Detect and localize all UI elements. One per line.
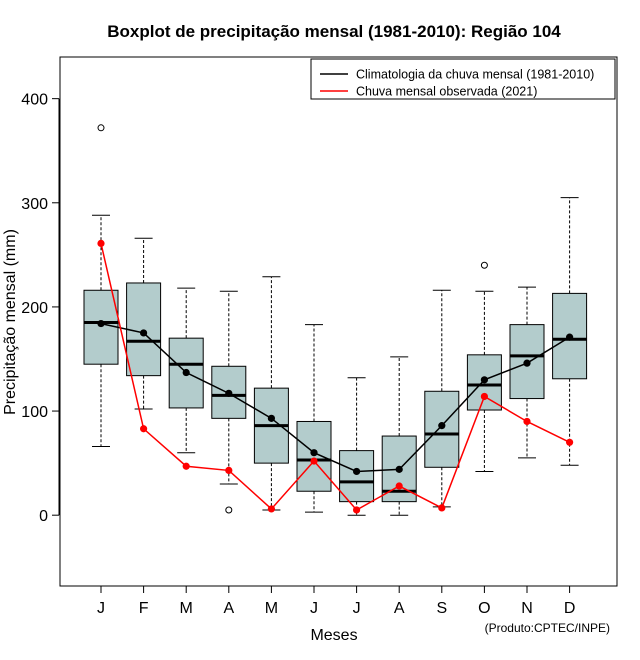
box-iqr xyxy=(552,292,588,380)
box-11 xyxy=(509,286,545,459)
observed-point xyxy=(182,462,190,470)
climatology-line xyxy=(100,322,570,473)
box-2 xyxy=(126,237,162,410)
x-tick-label: M xyxy=(265,600,278,617)
boxes-group xyxy=(83,124,588,516)
outlier-point xyxy=(97,124,105,132)
climatology-point xyxy=(140,329,148,337)
climatology-point xyxy=(225,389,233,397)
observed-point xyxy=(480,392,488,401)
y-tick-label: 400 xyxy=(21,92,48,109)
climatology-point xyxy=(182,368,190,377)
x-axis-label: Meses xyxy=(310,627,357,644)
climatology-point xyxy=(267,414,275,422)
y-tick-label: 100 xyxy=(21,404,48,421)
box-4 xyxy=(211,290,247,514)
climatology-point xyxy=(523,359,531,367)
outlier-point xyxy=(480,261,488,269)
observed-point xyxy=(523,417,531,426)
x-tick-label: J xyxy=(310,600,318,617)
x-tick-label: M xyxy=(180,600,193,617)
legend: Climatologia da chuva mensal (1981-2010)… xyxy=(310,58,616,100)
observed-point xyxy=(353,506,361,514)
box-iqr xyxy=(339,450,375,503)
x-tick-label: D xyxy=(564,600,576,617)
credit-text: (Produto:CPTEC/INPE) xyxy=(485,621,610,635)
legend-observed-label: Chuva mensal observada (2021) xyxy=(356,85,537,99)
x-tick-label: F xyxy=(139,600,149,617)
observed-point xyxy=(310,457,318,465)
climatology-point xyxy=(310,449,318,457)
box-6 xyxy=(296,324,332,513)
box-7 xyxy=(339,377,375,516)
box-iqr xyxy=(83,289,119,365)
series-climatology xyxy=(97,319,574,476)
chart-title: Boxplot de precipitação mensal (1981-201… xyxy=(107,22,561,41)
legend-box xyxy=(310,58,616,100)
observed-point xyxy=(566,438,574,446)
x-tick-label: O xyxy=(478,600,490,617)
y-axis: 0 100 200 300 400 xyxy=(21,92,60,525)
climatology-point xyxy=(353,467,361,476)
climatology-point xyxy=(97,319,105,328)
box-9 xyxy=(424,289,460,508)
x-tick-label: J xyxy=(97,600,105,617)
observed-point xyxy=(438,504,446,512)
box-iqr xyxy=(296,420,332,492)
observed-point xyxy=(267,505,275,513)
x-tick-label: A xyxy=(223,600,234,617)
outlier-point xyxy=(225,506,233,514)
y-tick-label: 0 xyxy=(39,508,48,525)
observed-point xyxy=(97,239,105,247)
climatology-point xyxy=(438,422,446,430)
observed-point xyxy=(395,482,403,490)
x-tick-label: N xyxy=(521,600,533,617)
y-tick-label: 300 xyxy=(21,196,48,213)
box-5 xyxy=(253,276,289,511)
x-tick-label: S xyxy=(436,600,447,617)
box-iqr xyxy=(424,390,460,468)
series-group xyxy=(97,239,574,514)
observed-point xyxy=(225,466,233,475)
box-12 xyxy=(552,197,588,466)
climatology-point xyxy=(566,333,574,341)
y-axis-label: Precipitação mensal (mm) xyxy=(2,229,19,415)
box-iqr xyxy=(126,282,162,377)
y-tick-label: 200 xyxy=(21,300,48,317)
series-observed xyxy=(97,239,574,514)
legend-climatology-label: Climatologia da chuva mensal (1981-2010) xyxy=(356,68,594,82)
x-tick-label: A xyxy=(394,600,405,617)
climatology-point xyxy=(480,376,488,384)
box-10 xyxy=(466,261,502,472)
observed-point xyxy=(140,425,148,433)
box-1 xyxy=(83,124,119,447)
x-tick-label: J xyxy=(353,600,361,617)
observed-line xyxy=(100,243,570,511)
climatology-point xyxy=(395,465,403,473)
